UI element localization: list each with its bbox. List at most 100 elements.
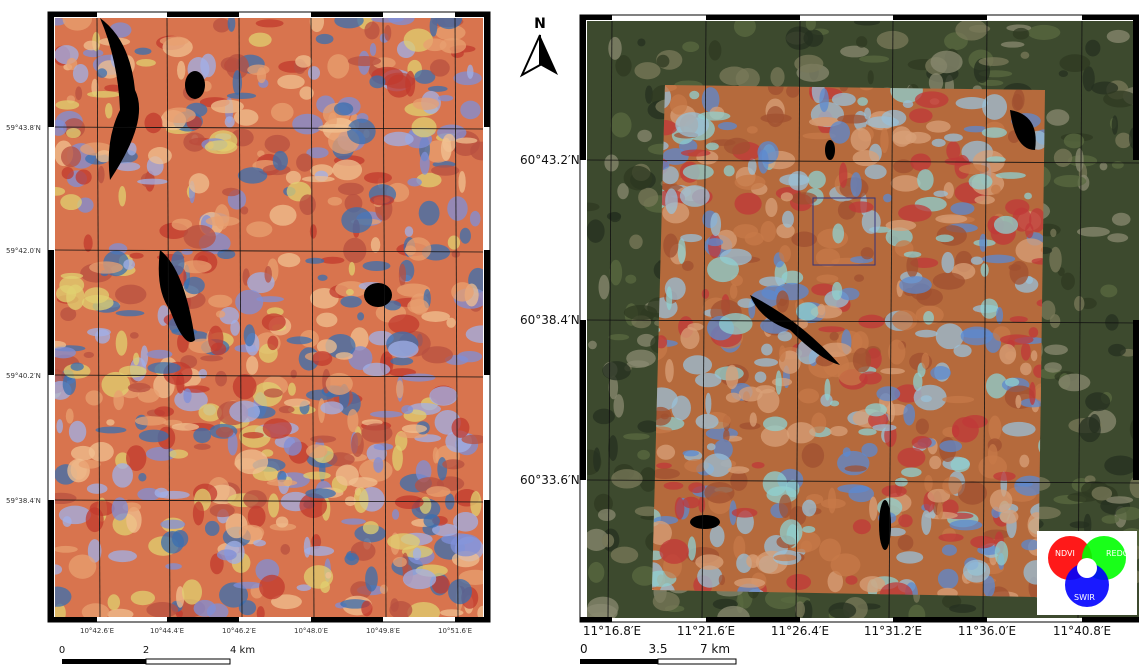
patch bbox=[280, 544, 290, 555]
patch bbox=[719, 575, 725, 586]
patch bbox=[295, 55, 312, 68]
patch bbox=[1058, 374, 1090, 392]
patch bbox=[588, 341, 597, 350]
patch bbox=[456, 138, 478, 144]
lon-label: 11°40.8′E bbox=[1053, 624, 1111, 638]
patch bbox=[1046, 109, 1069, 125]
patch bbox=[917, 169, 934, 191]
patch bbox=[1077, 227, 1110, 237]
patch bbox=[629, 235, 642, 250]
patch bbox=[56, 419, 63, 433]
lat-label: 60°38.4′N bbox=[520, 313, 580, 327]
patch bbox=[213, 18, 230, 32]
patch bbox=[349, 262, 355, 276]
legend-label: SWIR bbox=[1074, 593, 1095, 602]
patch bbox=[776, 290, 789, 312]
patch bbox=[155, 488, 169, 498]
patch bbox=[678, 238, 686, 264]
patch bbox=[933, 273, 965, 290]
frame-tick bbox=[311, 12, 383, 17]
patch bbox=[1015, 395, 1021, 408]
frame-tick bbox=[580, 320, 586, 480]
patch bbox=[704, 482, 734, 503]
patch bbox=[371, 237, 380, 253]
patch bbox=[698, 111, 731, 120]
patch bbox=[116, 330, 128, 355]
patch bbox=[131, 591, 155, 606]
patch bbox=[915, 91, 949, 108]
patch bbox=[373, 457, 383, 473]
patch bbox=[230, 320, 240, 336]
patch bbox=[43, 587, 71, 607]
patch bbox=[108, 550, 137, 562]
patch bbox=[1100, 285, 1117, 298]
patch bbox=[782, 211, 794, 228]
patch bbox=[710, 525, 725, 547]
patch bbox=[233, 70, 242, 95]
lon-label: 10°46.2′E bbox=[222, 627, 256, 635]
patch bbox=[988, 416, 1001, 442]
patch bbox=[56, 100, 80, 109]
frame-tick bbox=[580, 15, 586, 160]
patch bbox=[363, 363, 390, 376]
patch bbox=[608, 435, 618, 461]
scale-bar bbox=[146, 659, 230, 664]
patch bbox=[215, 371, 227, 387]
patch bbox=[1061, 273, 1075, 291]
patch bbox=[942, 396, 974, 403]
patch bbox=[761, 344, 772, 356]
patch bbox=[229, 401, 260, 423]
patch bbox=[312, 351, 332, 366]
patch bbox=[794, 55, 823, 73]
patch bbox=[921, 510, 931, 535]
patch bbox=[66, 128, 81, 138]
frame-tick bbox=[48, 250, 54, 375]
patch bbox=[830, 400, 839, 406]
patch bbox=[837, 484, 869, 493]
lon-label: 10°49.8′E bbox=[366, 627, 400, 635]
patch bbox=[292, 114, 323, 135]
patch bbox=[857, 97, 868, 106]
patch bbox=[665, 188, 678, 214]
patch bbox=[949, 520, 982, 531]
patch bbox=[146, 602, 178, 618]
patch bbox=[84, 352, 94, 358]
patch bbox=[442, 459, 464, 469]
patch bbox=[1044, 362, 1062, 372]
patch bbox=[1050, 229, 1056, 238]
patch bbox=[194, 444, 211, 450]
patch bbox=[899, 276, 932, 294]
patch bbox=[1010, 316, 1028, 323]
patch bbox=[370, 43, 376, 56]
patch bbox=[407, 299, 429, 313]
patch bbox=[320, 401, 343, 414]
patch bbox=[930, 51, 962, 74]
patch bbox=[608, 37, 621, 60]
patch bbox=[160, 36, 189, 45]
patch bbox=[222, 188, 240, 197]
patch bbox=[442, 134, 455, 152]
patch bbox=[1019, 455, 1029, 468]
patch bbox=[868, 70, 874, 84]
patch bbox=[341, 518, 366, 524]
patch bbox=[361, 423, 392, 442]
patch bbox=[853, 348, 871, 373]
patch bbox=[724, 138, 750, 155]
patch bbox=[796, 302, 819, 320]
patch bbox=[880, 128, 888, 153]
patch bbox=[865, 164, 887, 179]
patch bbox=[134, 48, 151, 55]
frame-tick bbox=[1133, 320, 1139, 480]
patch bbox=[695, 373, 721, 387]
rgb-legend: NDVI REDG SWIR bbox=[1037, 531, 1137, 615]
patch bbox=[328, 197, 342, 206]
patch bbox=[61, 146, 81, 167]
patch bbox=[227, 93, 256, 99]
patch bbox=[786, 480, 800, 498]
patch bbox=[1027, 25, 1060, 40]
patch bbox=[426, 486, 450, 497]
patch bbox=[437, 457, 447, 481]
patch bbox=[602, 534, 614, 547]
patch bbox=[264, 388, 283, 397]
patch bbox=[861, 247, 874, 259]
